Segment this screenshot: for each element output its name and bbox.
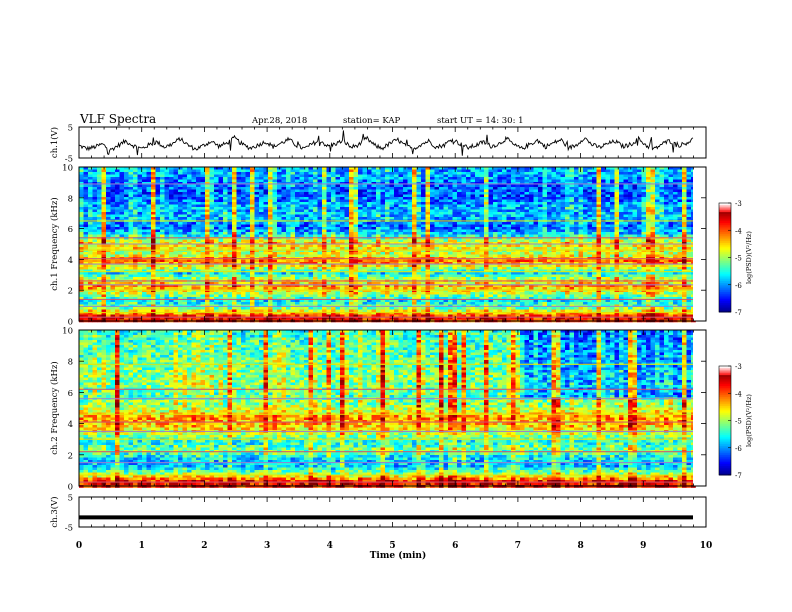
y-tick-label: 4 — [68, 256, 73, 266]
y-tick-label: 10 — [62, 164, 73, 174]
x-tick-label: 2 — [201, 541, 207, 551]
colorbar-tick-label: -7 — [735, 472, 742, 480]
y-tick-label: -5 — [65, 524, 73, 534]
ch3-waveform-ylabel: ch.3(V) — [49, 496, 60, 527]
colorbar-tick-label: -4 — [735, 390, 742, 398]
ch1-waveform-line — [78, 130, 694, 156]
colorbar-tick-label: -6 — [735, 282, 742, 290]
ch2-colorbar: -3 -4 -5 -6 -7 log(PSD)(V²/Hz) — [718, 363, 753, 480]
x-tick-label: 4 — [327, 541, 333, 551]
x-tick-label: 3 — [264, 541, 270, 551]
x-tick-label: 9 — [640, 541, 646, 551]
ch1-waveform-panel: 5 -5 ch.1(V) — [49, 124, 707, 165]
p3-ylabel: ch.2 Frequency (kHz) — [49, 361, 60, 454]
y-tick-label: -5 — [65, 155, 73, 165]
y-tick-label: 6 — [68, 225, 73, 235]
x-tick-label: 7 — [515, 541, 521, 551]
x-tick-label: 0 — [76, 541, 82, 551]
y-tick-label: 0 — [68, 318, 73, 328]
ch3-waveform-panel: 5 -5 ch.3(V) — [49, 494, 707, 534]
y-tick-label: 0 — [68, 483, 73, 493]
no-data-area — [693, 330, 706, 486]
colorbar-tick-label: -5 — [735, 255, 742, 263]
figure-header: VLF Spectra Apr.28, 2018 station= KAP st… — [79, 112, 524, 126]
colorbar-tick-label: -6 — [735, 445, 742, 453]
y-tick-label: 5 — [68, 124, 73, 134]
y-tick-label: 8 — [68, 194, 73, 204]
y-tick-label: 6 — [68, 389, 73, 399]
x-tick-label: 8 — [577, 541, 583, 551]
ch1-spectrogram-panel: 0 2 4 6 8 10 ch.1 Frequency (kHz) — [49, 164, 707, 328]
station-label: station= KAP — [343, 116, 401, 126]
y-tick-label: 8 — [68, 358, 73, 368]
colorbar-tick-label: -4 — [735, 227, 742, 235]
p3-cells — [79, 330, 696, 488]
y-tick-label: 10 — [62, 327, 73, 337]
p2-ylabel: ch.1 Frequency (kHz) — [49, 197, 60, 290]
x-tick-label: 5 — [389, 541, 395, 551]
start-time-label: start UT = 14: 30: 1 — [437, 116, 524, 126]
y-tick-label: 2 — [68, 287, 73, 297]
y-tick-label: 2 — [68, 451, 73, 461]
time-axis: Time (min) 0 1 2 3 4 5 6 7 8 9 10 — [76, 541, 712, 561]
ch1-colorbar: -3 -4 -5 -6 -7 log(PSD)(V²/Hz) — [718, 200, 753, 317]
colorbar-label: log(PSD)(V²/Hz) — [745, 394, 753, 447]
colorbar-tick-label: -5 — [735, 418, 742, 426]
figure-title: VLF Spectra — [79, 112, 156, 126]
ch2-spectrogram-panel: 0 2 4 6 8 10 ch.2 Frequency (kHz) — [49, 327, 707, 493]
colorbar-tick-label: -3 — [735, 200, 742, 208]
x-tick-label: 6 — [452, 541, 458, 551]
x-axis-label: Time (min) — [370, 550, 427, 561]
no-data-area — [693, 167, 706, 321]
ch1-waveform-ylabel: ch.1(V) — [49, 127, 60, 158]
recording-date: Apr.28, 2018 — [251, 116, 307, 126]
y-tick-label: 4 — [68, 420, 73, 430]
x-tick-label: 1 — [139, 541, 145, 551]
y-tick-label: 5 — [68, 494, 73, 504]
colorbar-tick-label: -7 — [735, 309, 742, 317]
colorbar-tick-label: -3 — [735, 363, 742, 371]
x-tick-label: 10 — [700, 541, 713, 551]
colorbar-label: log(PSD)(V²/Hz) — [745, 231, 753, 284]
